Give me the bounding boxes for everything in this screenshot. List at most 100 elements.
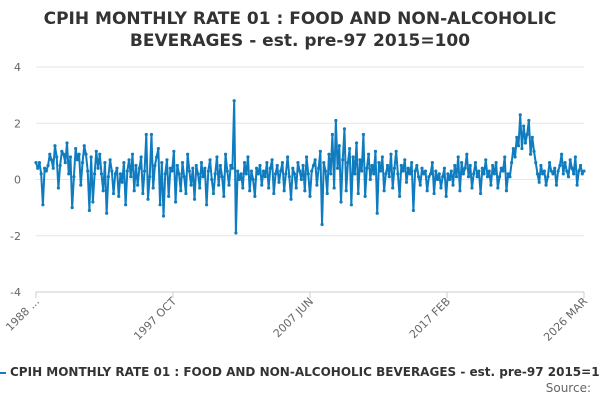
data-point	[46, 163, 50, 168]
data-point	[142, 169, 147, 173]
x-tick-label: 2017 FEB	[407, 295, 453, 341]
y-tick-label: 2	[14, 117, 21, 130]
data-point	[199, 161, 204, 165]
data-point	[44, 169, 48, 173]
data-point	[368, 177, 372, 182]
data-point	[430, 161, 434, 165]
data-point	[479, 191, 483, 196]
data-point	[449, 169, 453, 173]
data-point	[568, 158, 572, 162]
data-point	[155, 155, 159, 159]
data-point	[580, 172, 584, 176]
data-point	[427, 175, 431, 179]
data-point	[272, 191, 276, 196]
data-point	[299, 177, 303, 182]
data-point	[310, 169, 314, 173]
data-point	[256, 172, 260, 176]
data-point	[187, 169, 191, 173]
data-point	[575, 183, 579, 187]
data-point	[542, 169, 546, 173]
data-point	[163, 172, 167, 176]
data-point	[323, 169, 328, 173]
data-point	[558, 163, 562, 168]
data-point	[399, 163, 403, 168]
data-point	[301, 163, 305, 168]
data-point	[348, 146, 352, 151]
data-point	[180, 161, 185, 165]
data-point	[215, 155, 219, 159]
data-point	[539, 163, 543, 168]
data-point	[482, 172, 486, 176]
data-point	[289, 197, 293, 201]
data-point	[99, 172, 104, 176]
data-point	[572, 172, 576, 176]
data-point	[320, 222, 324, 227]
data-point	[230, 166, 235, 170]
data-point	[241, 186, 245, 190]
data-point	[175, 163, 179, 168]
data-point	[229, 163, 233, 168]
data-point	[34, 161, 38, 165]
data-point	[217, 183, 221, 187]
data-point	[179, 189, 183, 193]
data-point	[91, 200, 95, 204]
data-point	[541, 172, 545, 176]
data-point	[282, 189, 286, 193]
data-point	[446, 172, 450, 176]
data-point	[344, 189, 348, 193]
data-point	[423, 169, 428, 173]
x-tick-label: 1988 ...	[3, 295, 42, 334]
data-point	[203, 166, 207, 170]
data-point	[134, 163, 138, 168]
data-point	[434, 169, 438, 173]
data-point	[361, 132, 366, 137]
data-point	[339, 200, 343, 204]
data-point	[172, 149, 176, 153]
data-point	[473, 161, 478, 165]
data-point	[67, 172, 71, 176]
data-point	[491, 163, 495, 168]
data-point	[89, 155, 93, 159]
data-point	[392, 166, 397, 170]
data-point	[43, 166, 47, 170]
data-point	[86, 169, 90, 173]
data-point	[139, 155, 143, 159]
data-point	[515, 135, 519, 139]
data-point	[72, 175, 76, 179]
data-point	[496, 186, 500, 190]
data-point	[196, 172, 200, 176]
data-point	[268, 166, 272, 170]
data-point	[537, 180, 541, 184]
data-point	[497, 175, 502, 179]
data-point	[530, 135, 534, 139]
data-point	[41, 203, 45, 207]
legend-swatch	[0, 371, 6, 374]
data-point	[577, 169, 581, 173]
data-point	[192, 197, 197, 201]
data-point	[311, 163, 316, 168]
data-point	[379, 169, 383, 173]
data-point	[249, 169, 254, 173]
data-point	[485, 175, 490, 179]
data-point	[565, 169, 569, 173]
data-point	[544, 183, 548, 187]
data-point	[385, 163, 390, 168]
legend-label: CPIH MONTHLY RATE 01 : FOOD AND NON-ALCO…	[10, 365, 600, 379]
data-point	[242, 161, 247, 165]
data-point	[60, 149, 64, 153]
data-point	[227, 183, 231, 187]
data-point	[96, 166, 100, 170]
data-point	[330, 132, 334, 137]
data-point	[118, 172, 123, 176]
data-series[interactable]	[34, 99, 586, 235]
data-point	[394, 149, 398, 153]
data-point	[232, 99, 236, 103]
data-point	[332, 186, 336, 190]
data-point	[366, 152, 371, 156]
data-point	[84, 152, 88, 156]
data-point	[304, 155, 309, 159]
data-point	[58, 163, 62, 168]
data-point	[308, 194, 312, 198]
data-point	[349, 203, 353, 207]
legend[interactable]: CPIH MONTHLY RATE 01 : FOOD AND NON-ALCO…	[0, 364, 600, 382]
